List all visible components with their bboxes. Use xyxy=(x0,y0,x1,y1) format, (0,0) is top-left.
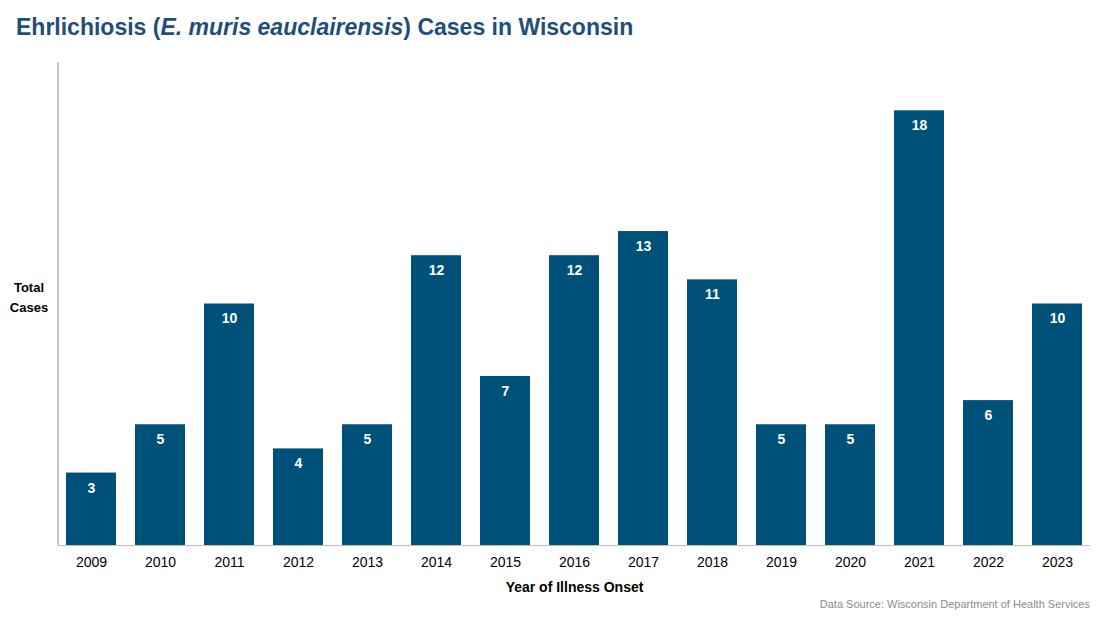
svg-text:2012: 2012 xyxy=(283,554,314,570)
svg-text:5: 5 xyxy=(778,431,786,447)
svg-text:Year of Illness Onset: Year of Illness Onset xyxy=(506,579,644,595)
svg-text:2009: 2009 xyxy=(76,554,107,570)
svg-text:18: 18 xyxy=(912,117,928,133)
svg-text:2016: 2016 xyxy=(559,554,590,570)
svg-text:2021: 2021 xyxy=(904,554,935,570)
svg-text:2011: 2011 xyxy=(214,554,244,570)
svg-text:2019: 2019 xyxy=(766,554,797,570)
svg-text:12: 12 xyxy=(567,262,583,278)
svg-text:2022: 2022 xyxy=(973,554,1004,570)
svg-text:3: 3 xyxy=(88,480,96,496)
html-text:Data Source: Wisconsin Departm: Data Source: Wisconsin Department of Hea… xyxy=(819,598,1090,610)
svg-text:10: 10 xyxy=(222,310,238,326)
svg-text:11: 11 xyxy=(705,286,720,302)
html-text:Ehrlichiosis (E. muris eauclai: Ehrlichiosis (E. muris eauclairensis) Ca… xyxy=(16,14,634,40)
svg-text:5: 5 xyxy=(157,431,165,447)
svg-text:2015: 2015 xyxy=(490,554,521,570)
svg-text:2018: 2018 xyxy=(697,554,728,570)
svg-text:7: 7 xyxy=(502,383,510,399)
svg-text:2017: 2017 xyxy=(628,554,659,570)
svg-text:5: 5 xyxy=(364,431,372,447)
svg-text:12: 12 xyxy=(429,262,445,278)
svg-text:10: 10 xyxy=(1050,310,1066,326)
svg-text:2020: 2020 xyxy=(835,554,866,570)
svg-text:6: 6 xyxy=(985,407,993,423)
svg-text:2014: 2014 xyxy=(421,554,452,570)
svg-text:2013: 2013 xyxy=(352,554,383,570)
svg-text:TotalCases: TotalCases xyxy=(10,280,48,315)
svg-text:2010: 2010 xyxy=(145,554,176,570)
svg-text:13: 13 xyxy=(636,238,652,254)
svg-text:4: 4 xyxy=(295,455,303,471)
svg-text:5: 5 xyxy=(847,431,855,447)
svg-text:2023: 2023 xyxy=(1042,554,1073,570)
